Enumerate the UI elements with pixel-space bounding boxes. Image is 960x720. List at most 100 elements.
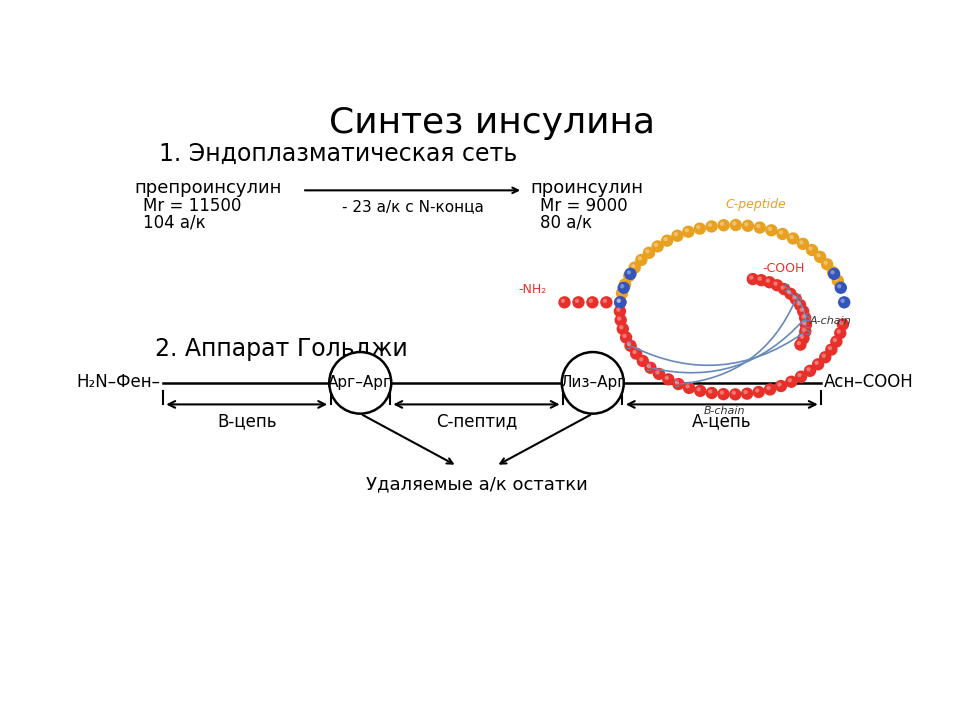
Circle shape (834, 327, 847, 339)
Circle shape (838, 296, 851, 308)
Circle shape (768, 227, 772, 231)
Circle shape (624, 340, 636, 352)
Circle shape (792, 295, 797, 300)
Circle shape (616, 323, 629, 335)
Circle shape (696, 225, 701, 229)
Text: проинсулин: проинсулин (531, 179, 644, 197)
Circle shape (697, 387, 701, 392)
Circle shape (614, 314, 627, 326)
Circle shape (627, 270, 631, 274)
Circle shape (617, 282, 630, 294)
Circle shape (664, 376, 669, 380)
Circle shape (619, 325, 623, 330)
Text: - 23 а/к с N-конца: - 23 а/к с N-конца (342, 199, 484, 215)
Circle shape (683, 382, 695, 394)
Circle shape (647, 364, 651, 369)
Circle shape (753, 386, 765, 398)
Circle shape (800, 307, 804, 312)
Circle shape (613, 305, 626, 318)
Circle shape (840, 299, 845, 303)
Circle shape (561, 299, 565, 303)
Circle shape (821, 258, 833, 271)
Circle shape (645, 249, 650, 253)
Circle shape (617, 316, 621, 320)
Circle shape (663, 237, 668, 241)
Circle shape (683, 225, 694, 238)
Circle shape (812, 358, 825, 371)
Text: A-chain: A-chain (809, 316, 852, 326)
Circle shape (588, 299, 593, 303)
Circle shape (708, 222, 712, 227)
Circle shape (787, 290, 791, 294)
Circle shape (671, 230, 684, 242)
Circle shape (814, 361, 819, 365)
Ellipse shape (562, 352, 624, 414)
Circle shape (623, 269, 636, 282)
Circle shape (826, 343, 837, 356)
Circle shape (629, 261, 641, 274)
Text: S: S (795, 294, 802, 304)
Circle shape (674, 232, 678, 236)
Text: S: S (804, 313, 810, 323)
Text: 104 а/к: 104 а/к (143, 213, 205, 231)
Circle shape (708, 390, 712, 394)
Circle shape (799, 325, 811, 338)
Circle shape (619, 278, 632, 291)
Circle shape (685, 384, 689, 389)
Text: S: S (625, 341, 632, 351)
Circle shape (802, 315, 805, 319)
Circle shape (790, 293, 802, 305)
Circle shape (778, 382, 781, 387)
Circle shape (741, 387, 754, 400)
Circle shape (787, 378, 792, 382)
Circle shape (706, 220, 718, 233)
Circle shape (824, 261, 828, 265)
Circle shape (732, 221, 736, 225)
Circle shape (660, 235, 673, 247)
Circle shape (717, 219, 730, 231)
Text: Mr = 11500: Mr = 11500 (143, 197, 242, 215)
Circle shape (614, 296, 627, 308)
Circle shape (684, 228, 689, 233)
Circle shape (778, 283, 790, 295)
Circle shape (819, 351, 831, 364)
Circle shape (802, 328, 805, 332)
Circle shape (808, 246, 812, 251)
Text: S: S (801, 320, 806, 330)
Circle shape (828, 346, 832, 350)
Circle shape (720, 222, 724, 226)
Circle shape (830, 336, 843, 348)
Circle shape (795, 371, 807, 383)
Circle shape (744, 222, 749, 227)
Circle shape (800, 319, 812, 331)
Circle shape (774, 282, 778, 286)
Circle shape (828, 268, 840, 280)
Circle shape (765, 224, 778, 236)
Circle shape (787, 233, 800, 245)
Circle shape (771, 279, 783, 292)
Circle shape (743, 390, 748, 395)
Circle shape (616, 299, 621, 303)
Circle shape (798, 373, 802, 377)
Circle shape (616, 307, 620, 312)
Text: -NH₂: -NH₂ (518, 283, 546, 296)
Text: Лиз–Арг: Лиз–Арг (560, 375, 625, 390)
Circle shape (827, 266, 839, 279)
Circle shape (654, 243, 659, 247)
Circle shape (720, 390, 724, 395)
Circle shape (789, 235, 794, 239)
Circle shape (616, 299, 621, 303)
Circle shape (831, 274, 844, 287)
Circle shape (620, 331, 633, 343)
Circle shape (754, 222, 766, 234)
Circle shape (830, 270, 834, 274)
Text: 80 а/к: 80 а/к (540, 213, 592, 231)
Text: S: S (673, 379, 679, 389)
Circle shape (780, 285, 785, 289)
Text: S: S (783, 284, 789, 294)
Circle shape (637, 256, 642, 261)
Circle shape (839, 320, 844, 325)
Circle shape (694, 384, 707, 397)
Circle shape (600, 296, 612, 308)
Circle shape (779, 230, 783, 235)
